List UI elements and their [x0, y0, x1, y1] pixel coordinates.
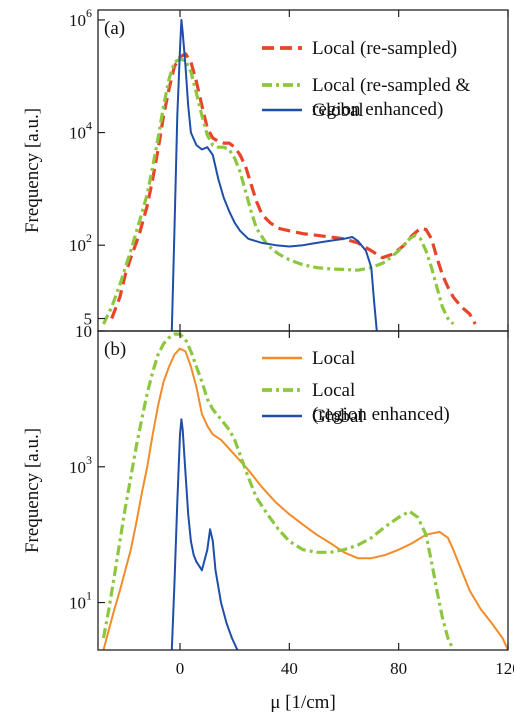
x-tick-label: 40: [281, 659, 298, 678]
series-line-2: [102, 57, 455, 326]
plot-frame: [97, 330, 509, 651]
y-tick-label: 5: [84, 310, 93, 329]
series-line-1: [110, 52, 477, 325]
panel-b: 10 103 101 0 40 80 120 Frequency [a.u.] (b) Local…: [22, 322, 514, 678]
y-axis-label: Frequency [a.u.]: [22, 108, 43, 233]
x-tick-label: 0: [176, 659, 185, 678]
y-tick-label: 103: [69, 453, 92, 477]
series-line-1: [102, 347, 508, 650]
x-tick-label: 120: [495, 659, 514, 678]
series-line-3: [170, 418, 239, 650]
y-tick-label: 102: [69, 231, 92, 255]
y-tick-label: 101: [69, 589, 92, 613]
series-line-3: [170, 18, 378, 331]
panel-label: (a): [104, 18, 125, 39]
panel-a: 106 104 102 5 Frequency [a.u.] (a) Local (re-s…: [22, 6, 509, 332]
y-axis-label: Frequency [a.u.]: [22, 428, 43, 553]
series-line-2: [101, 332, 455, 650]
legend-label-2: Local (re-sampled & region enhanced): [312, 75, 470, 120]
legend-label-1: Local (re-sampled): [312, 38, 457, 59]
legend-label-3: Global: [312, 406, 364, 427]
legend-label-3: Global: [312, 100, 364, 121]
panel-label: (b): [104, 339, 126, 360]
y-tick-label: 10: [75, 322, 92, 341]
x-tick-label: 80: [390, 659, 407, 678]
y-tick-label: 104: [69, 119, 92, 143]
y-tick-label: 106: [69, 6, 92, 30]
legend-label-1: Local: [312, 348, 355, 369]
legend-label-2: Local (region enhanced): [312, 380, 450, 425]
x-axis-label: μ [1/cm]: [270, 692, 336, 713]
